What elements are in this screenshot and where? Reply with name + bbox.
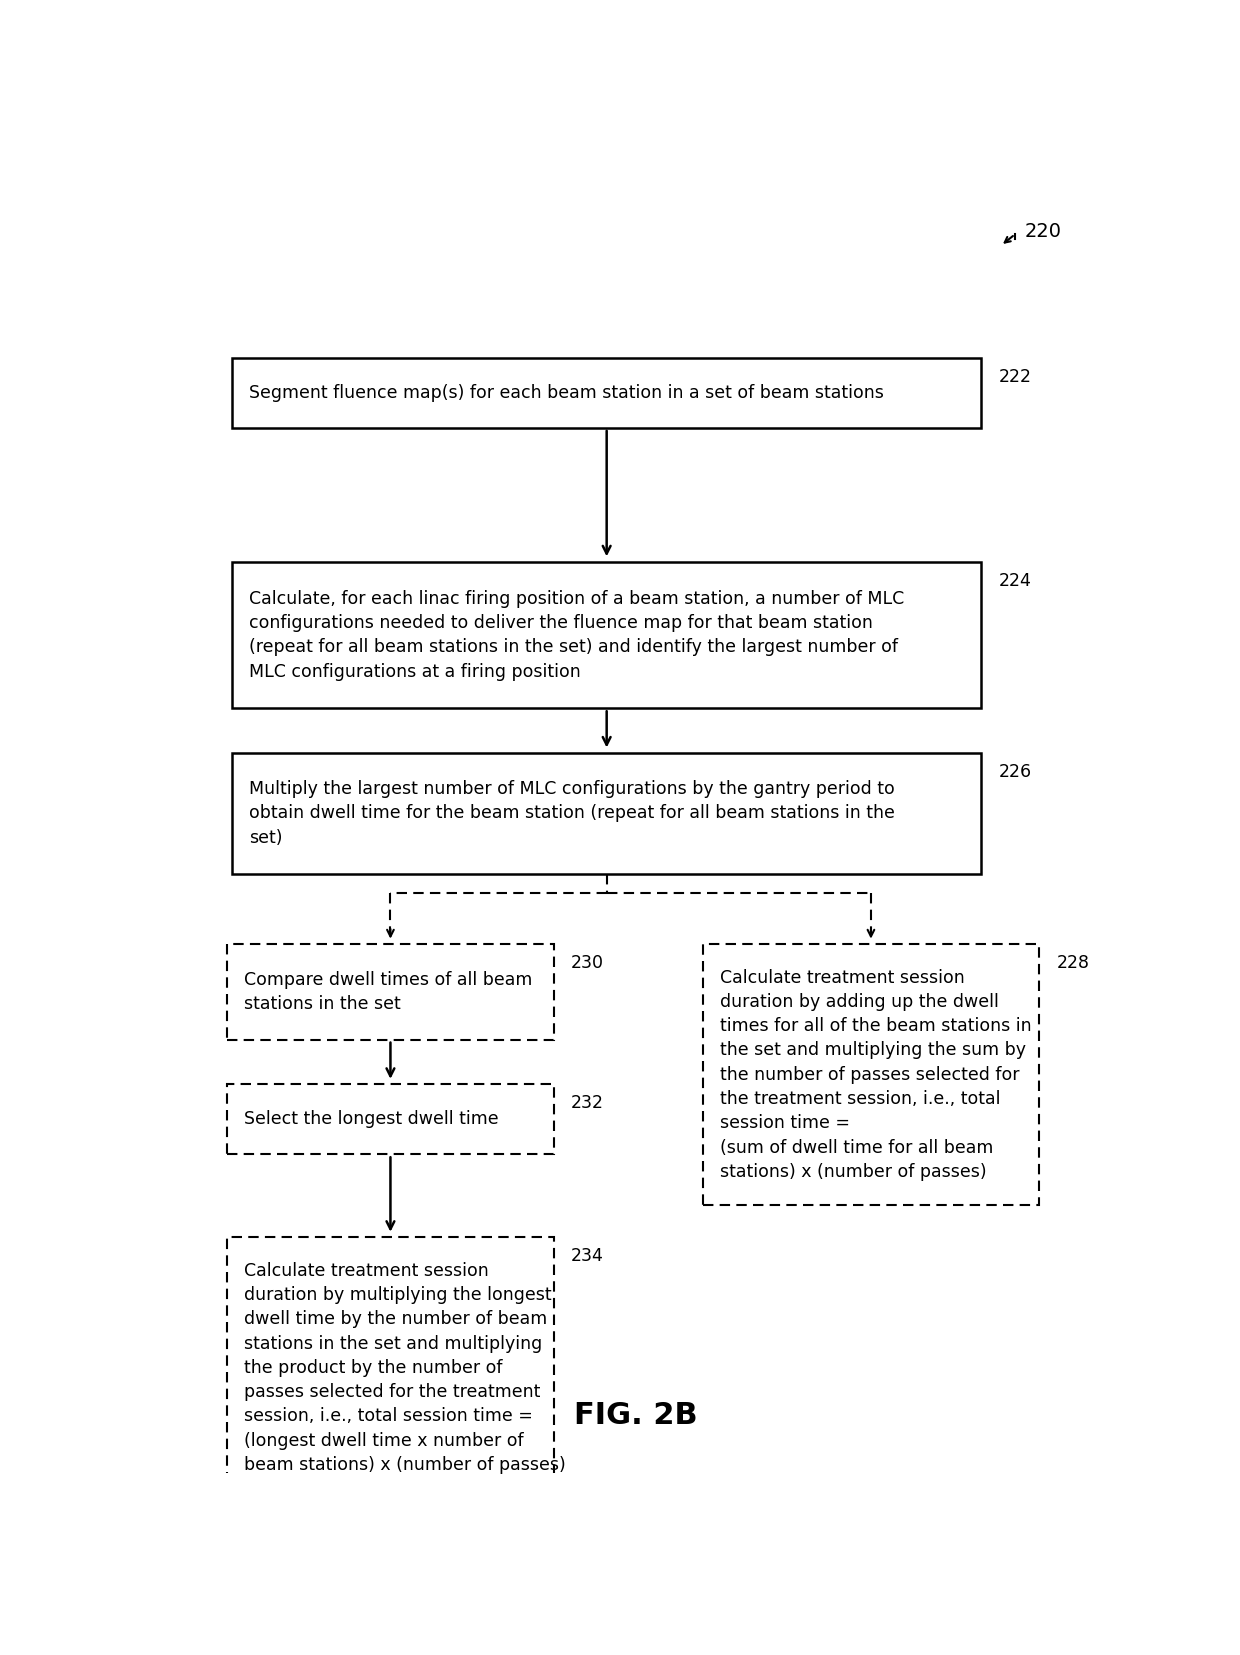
Text: 220: 220 (1024, 222, 1061, 242)
Bar (232, 753, 982, 874)
Text: 228: 228 (1056, 955, 1090, 971)
Text: FIG. 2B: FIG. 2B (574, 1402, 697, 1430)
Bar (227, 1084, 554, 1155)
Text: Select the longest dwell time: Select the longest dwell time (244, 1111, 498, 1129)
Text: Calculate treatment session
duration by multiplying the longest
dwell time by th: Calculate treatment session duration by … (244, 1261, 567, 1475)
Text: Calculate treatment session
duration by adding up the dwell
times for all of the: Calculate treatment session duration by … (720, 968, 1032, 1182)
Text: 232: 232 (572, 1094, 604, 1112)
Bar (703, 943, 1039, 1205)
Bar (227, 943, 554, 1039)
Text: 230: 230 (572, 955, 604, 971)
Bar (232, 561, 982, 708)
Text: 224: 224 (998, 573, 1032, 589)
Bar (227, 1238, 554, 1498)
Text: Calculate, for each linac firing position of a beam station, a number of MLC
con: Calculate, for each linac firing positio… (249, 589, 904, 680)
Text: Multiply the largest number of MLC configurations by the gantry period to
obtain: Multiply the largest number of MLC confi… (249, 780, 895, 847)
Text: Segment fluence map(s) for each beam station in a set of beam stations: Segment fluence map(s) for each beam sta… (249, 384, 884, 402)
Bar (232, 357, 982, 429)
Text: 226: 226 (998, 763, 1032, 781)
Text: Compare dwell times of all beam
stations in the set: Compare dwell times of all beam stations… (244, 971, 533, 1013)
Text: 222: 222 (998, 367, 1032, 386)
Text: 234: 234 (572, 1248, 604, 1266)
